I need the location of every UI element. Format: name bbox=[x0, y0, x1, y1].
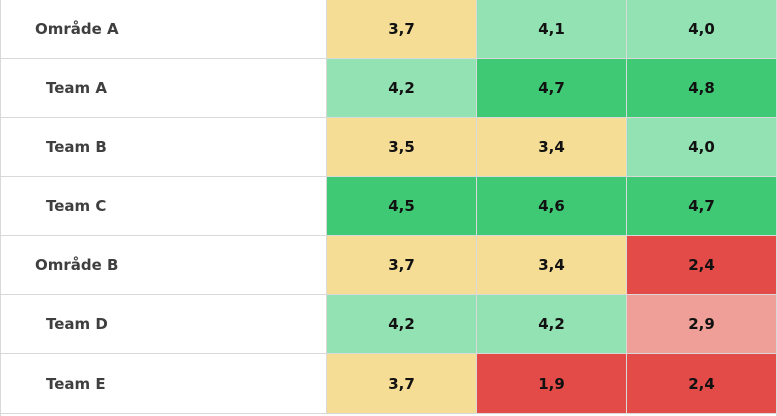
score-cell: 2,9 bbox=[627, 295, 776, 353]
score-cell: 4,2 bbox=[477, 295, 627, 353]
score-cell: 3,7 bbox=[327, 354, 477, 413]
score-cell: 3,7 bbox=[327, 0, 477, 58]
table-row[interactable]: Team B 3,5 3,4 4,0 bbox=[1, 118, 776, 177]
row-label: Område A bbox=[1, 0, 327, 58]
table-row[interactable]: Team A 4,2 4,7 4,8 bbox=[1, 59, 776, 118]
table-row[interactable]: Team C 4,5 4,6 4,7 bbox=[1, 177, 776, 236]
row-label: Team C bbox=[1, 177, 327, 235]
score-cell: 4,5 bbox=[327, 177, 477, 235]
score-cell: 2,4 bbox=[627, 354, 776, 413]
table-row[interactable]: Team D 4,2 4,2 2,9 bbox=[1, 295, 776, 354]
row-label: Team D bbox=[1, 295, 327, 353]
row-label: Område B bbox=[1, 236, 327, 294]
row-label: Team A bbox=[1, 59, 327, 117]
score-cell: 4,7 bbox=[627, 177, 776, 235]
score-cell: 4,2 bbox=[327, 59, 477, 117]
score-cell: 4,2 bbox=[327, 295, 477, 353]
score-cell: 4,0 bbox=[627, 118, 776, 176]
score-cell: 4,8 bbox=[627, 59, 776, 117]
score-cell: 1,9 bbox=[477, 354, 627, 413]
score-cell: 2,4 bbox=[627, 236, 776, 294]
score-cell: 4,7 bbox=[477, 59, 627, 117]
score-cell: 3,7 bbox=[327, 236, 477, 294]
table-row[interactable]: Område B 3,7 3,4 2,4 bbox=[1, 236, 776, 295]
score-cell: 4,1 bbox=[477, 0, 627, 58]
table-row[interactable]: Område A 3,7 4,1 4,0 bbox=[1, 0, 776, 59]
score-cell: 3,5 bbox=[327, 118, 477, 176]
score-cell: 3,4 bbox=[477, 236, 627, 294]
table-row[interactable]: Team E 3,7 1,9 2,4 bbox=[1, 354, 776, 414]
row-label: Team B bbox=[1, 118, 327, 176]
row-label: Team E bbox=[1, 354, 327, 413]
score-cell: 4,6 bbox=[477, 177, 627, 235]
score-cell: 3,4 bbox=[477, 118, 627, 176]
score-cell: 4,0 bbox=[627, 0, 776, 58]
